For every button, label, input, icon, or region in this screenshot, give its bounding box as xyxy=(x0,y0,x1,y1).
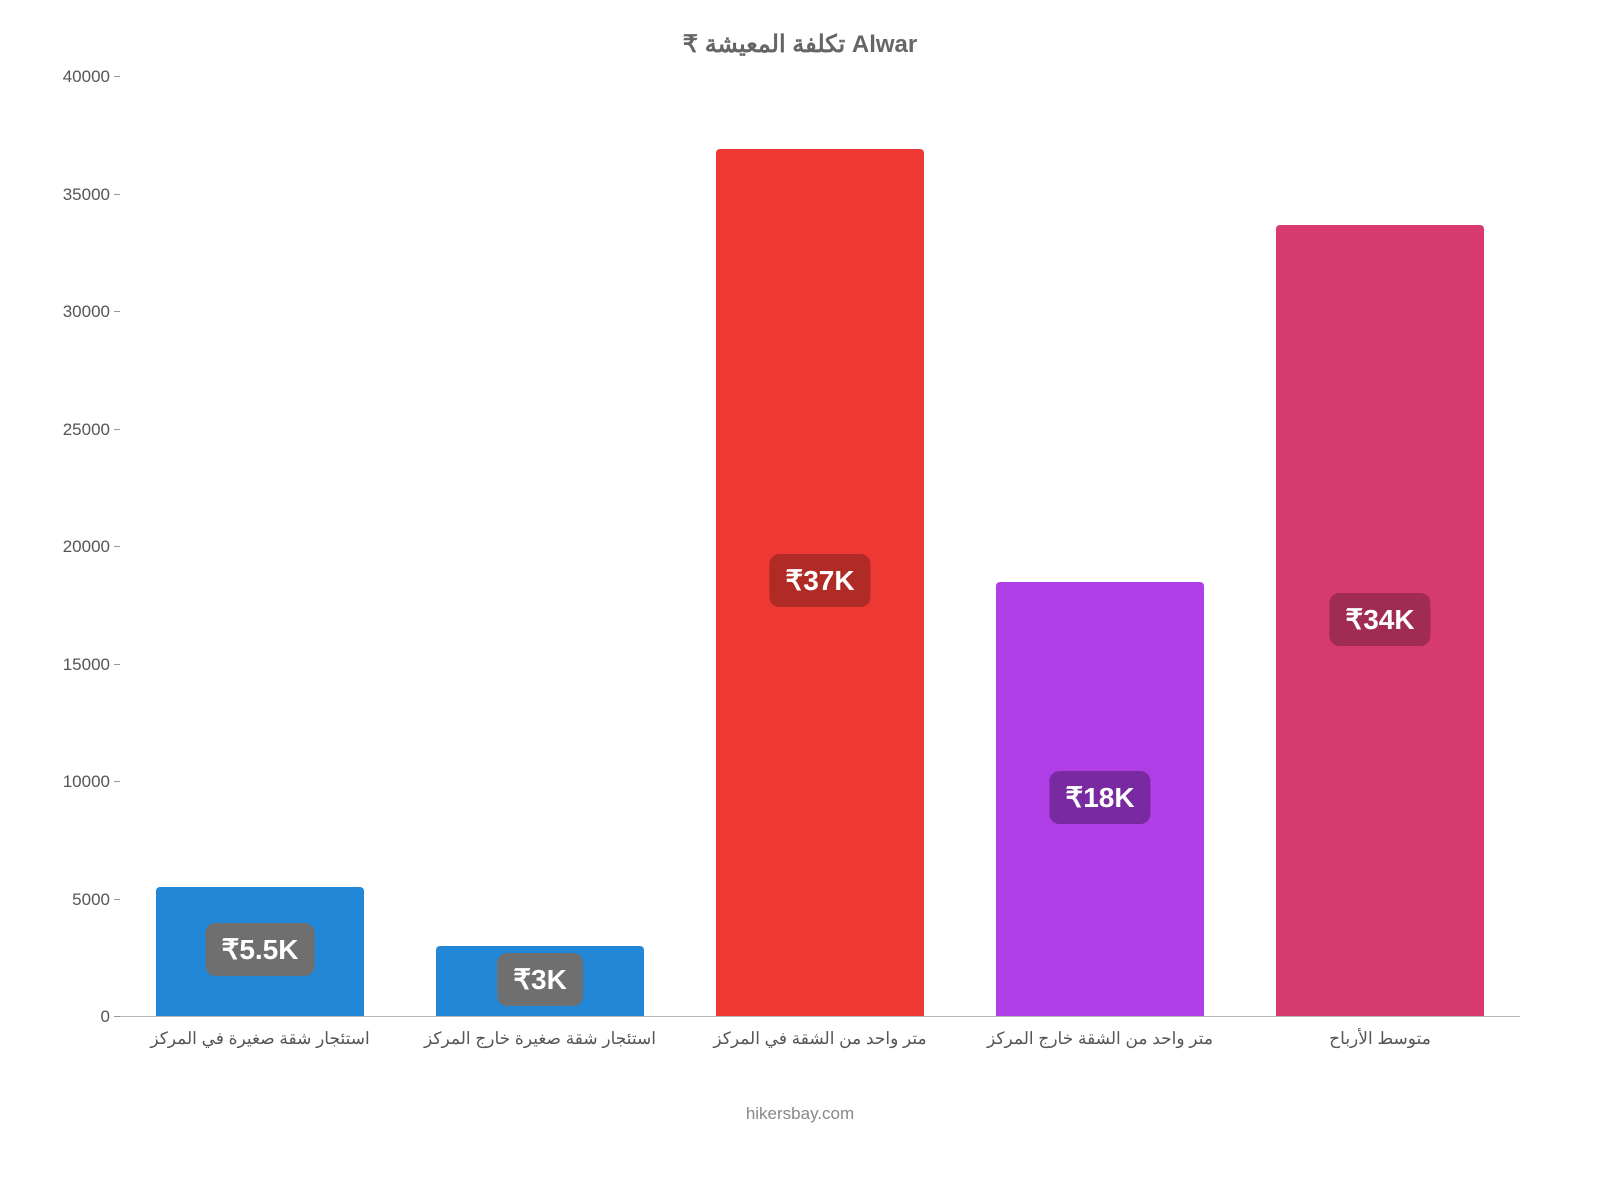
plot-area: ₹5.5K₹3K₹37K₹18K₹34K 0500010000150002000… xyxy=(120,77,1520,1017)
y-tick-label: 15000 xyxy=(40,655,110,675)
y-tick-mark xyxy=(114,1016,120,1017)
x-axis-label: متر واحد من الشقة في المركز xyxy=(680,1029,960,1049)
y-tick-label: 40000 xyxy=(40,67,110,87)
y-tick-mark xyxy=(114,311,120,312)
x-axis-label: استئجار شقة صغيرة خارج المركز xyxy=(400,1029,680,1049)
bar: ₹34K xyxy=(1276,225,1483,1016)
y-tick-label: 20000 xyxy=(40,537,110,557)
bar-slot: ₹5.5K xyxy=(120,77,400,1016)
x-axis-line xyxy=(120,1016,1520,1017)
y-tick-label: 0 xyxy=(40,1007,110,1027)
y-tick-label: 10000 xyxy=(40,772,110,792)
x-axis-label: استئجار شقة صغيرة في المركز xyxy=(120,1029,400,1049)
bar-slot: ₹18K xyxy=(960,77,1240,1016)
y-tick-mark xyxy=(114,194,120,195)
y-tick-label: 5000 xyxy=(40,890,110,910)
value-badge: ₹5.5K xyxy=(206,923,315,976)
value-badge: ₹18K xyxy=(1049,771,1150,824)
value-badge: ₹3K xyxy=(497,953,583,1006)
chart-title: ₹ تكلفة المعيشة Alwar xyxy=(40,30,1560,59)
y-tick-mark xyxy=(114,546,120,547)
bar-slot: ₹3K xyxy=(400,77,680,1016)
value-badge: ₹37K xyxy=(769,554,870,607)
bars-container: ₹5.5K ₹3K ₹37K ₹18K ₹34K xyxy=(120,77,1520,1016)
bar-slot: ₹37K xyxy=(680,77,960,1016)
x-axis-labels: استئجار شقة صغيرة في المركزاستئجار شقة ص… xyxy=(120,1029,1520,1049)
y-tick-mark xyxy=(114,899,120,900)
value-badge: ₹34K xyxy=(1329,593,1430,646)
y-tick-label: 30000 xyxy=(40,302,110,322)
attribution: hikersbay.com xyxy=(40,1104,1560,1124)
y-tick-mark xyxy=(114,76,120,77)
y-tick-mark xyxy=(114,781,120,782)
bar: ₹37K xyxy=(716,149,923,1016)
x-axis-label: متر واحد من الشقة خارج المركز xyxy=(960,1029,1240,1049)
bar-slot: ₹34K xyxy=(1240,77,1520,1016)
y-tick-mark xyxy=(114,429,120,430)
y-tick-label: 35000 xyxy=(40,185,110,205)
bar: ₹18K xyxy=(996,582,1203,1016)
cost-of-living-chart: ₹ تكلفة المعيشة Alwar ₹5.5K ₹3K ₹37K ₹18K ₹3… xyxy=(0,0,1600,1200)
bar: ₹3K xyxy=(436,946,643,1017)
bar: ₹5.5K xyxy=(156,887,363,1016)
x-axis-label: متوسط الأرباح xyxy=(1240,1029,1520,1049)
y-tick-label: 25000 xyxy=(40,420,110,440)
y-tick-mark xyxy=(114,664,120,665)
